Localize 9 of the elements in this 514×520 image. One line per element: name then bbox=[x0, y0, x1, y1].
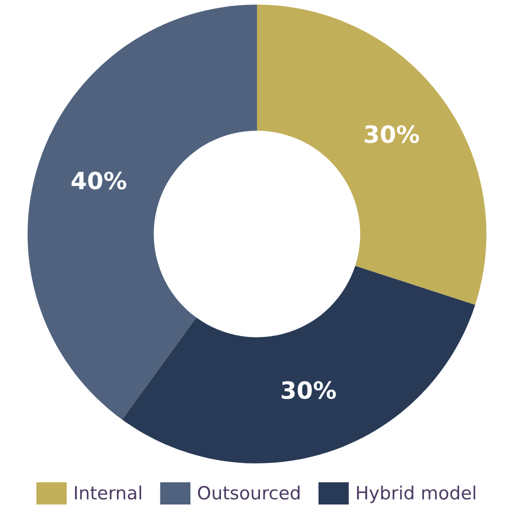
data-label: 30% bbox=[282, 381, 336, 400]
data-label: 30% bbox=[364, 125, 420, 144]
legend-label: Outsourced bbox=[198, 486, 300, 500]
legend-label: Hybrid model bbox=[357, 486, 476, 504]
data-label: 40% bbox=[72, 172, 126, 190]
donut-slice bbox=[122, 266, 476, 464]
legend-label: Internal bbox=[75, 486, 142, 500]
donut-slice bbox=[28, 4, 257, 420]
donut-slice bbox=[257, 4, 486, 305]
